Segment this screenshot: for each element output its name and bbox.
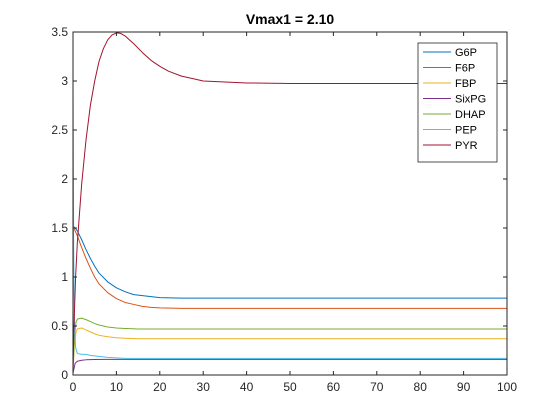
- series-line-g6p: [72, 225, 507, 299]
- x-tick-label: 70: [370, 380, 384, 394]
- legend-box: [417, 42, 498, 163]
- y-tick-label: 0.5: [51, 319, 68, 333]
- legend: G6P F6P FBP SixPG DHAP PEP PYR: [417, 42, 498, 163]
- x-tick-label: 40: [240, 380, 254, 394]
- legend-label-sixpg: SixPG: [455, 94, 486, 106]
- y-axis: 0 0.5 1 1.5 2 2.5 3 3.5: [51, 25, 507, 382]
- y-tick-label: 2.5: [51, 123, 68, 137]
- series-layer: [72, 32, 507, 374]
- y-tick-label: 3.5: [51, 25, 68, 39]
- series-line-f6p: [72, 225, 507, 309]
- series-line-sixpg: [72, 358, 507, 374]
- x-tick-label: 90: [457, 380, 471, 394]
- legend-label-f6p: F6P: [455, 63, 475, 75]
- x-tick-label: 20: [153, 380, 167, 394]
- y-tick-label: 1.5: [51, 221, 68, 235]
- series-line-fbp: [72, 327, 507, 374]
- x-tick-label: 50: [283, 380, 297, 394]
- y-tick-label: 0: [61, 368, 68, 382]
- x-tick-label: 10: [110, 380, 124, 394]
- legend-label-pep: PEP: [455, 125, 477, 137]
- x-axis: 0 10 20 30 40 50 60 70 80 90 100: [70, 32, 517, 394]
- legend-label-g6p: G6P: [455, 47, 477, 59]
- legend-label-dhap: DHAP: [455, 109, 486, 121]
- series-line-pyr: [72, 32, 507, 366]
- x-tick-label: 0: [70, 380, 77, 394]
- legend-entries: G6P F6P FBP SixPG DHAP PEP PYR: [423, 47, 486, 152]
- series-line-dhap: [72, 317, 507, 374]
- x-tick-label: 30: [197, 380, 211, 394]
- chart-title: Vmax1 = 2.10: [246, 11, 335, 27]
- y-tick-label: 2: [61, 172, 68, 186]
- y-tick-label: 3: [61, 74, 68, 88]
- y-tick-label: 1: [61, 270, 68, 284]
- series-line-pep: [72, 80, 507, 359]
- x-tick-label: 80: [414, 380, 428, 394]
- legend-label-pyr: PYR: [455, 140, 478, 152]
- x-tick-label: 60: [327, 380, 341, 394]
- legend-label-fbp: FBP: [455, 78, 476, 90]
- x-tick-label: 100: [497, 380, 517, 394]
